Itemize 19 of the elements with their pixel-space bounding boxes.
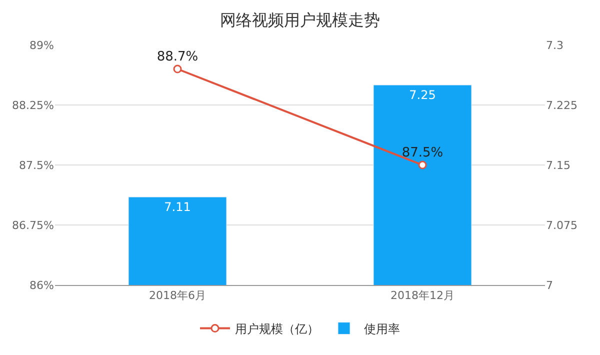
- y2-tick-label: 7.15: [546, 158, 570, 172]
- y-tick-label: 89%: [30, 38, 54, 52]
- x-tick-label: 2018年12月: [390, 289, 454, 302]
- legend-label: 用户规模（亿）: [235, 322, 319, 336]
- y2-tick-label: 7.3: [546, 38, 564, 52]
- y2-tick-label: 7: [546, 278, 553, 292]
- data-label: 7.25: [409, 88, 436, 102]
- chart-title: 网络视频用户规模走势: [220, 10, 380, 30]
- data-label: 7.11: [164, 200, 191, 214]
- x-tick-label: 2018年6月: [149, 289, 206, 302]
- data-label: 88.7%: [156, 49, 198, 64]
- y2-tick-label: 7.225: [546, 98, 578, 112]
- y-tick-label: 86.75%: [12, 218, 54, 232]
- y2-tick-label: 7.075: [546, 218, 578, 232]
- y-tick-label: 87.5%: [19, 158, 54, 172]
- y-tick-label: 86%: [30, 278, 54, 292]
- data-label: 87.5%: [402, 145, 444, 160]
- y-tick-label: 88.25%: [12, 98, 54, 112]
- legend-label: 使用率: [364, 322, 400, 336]
